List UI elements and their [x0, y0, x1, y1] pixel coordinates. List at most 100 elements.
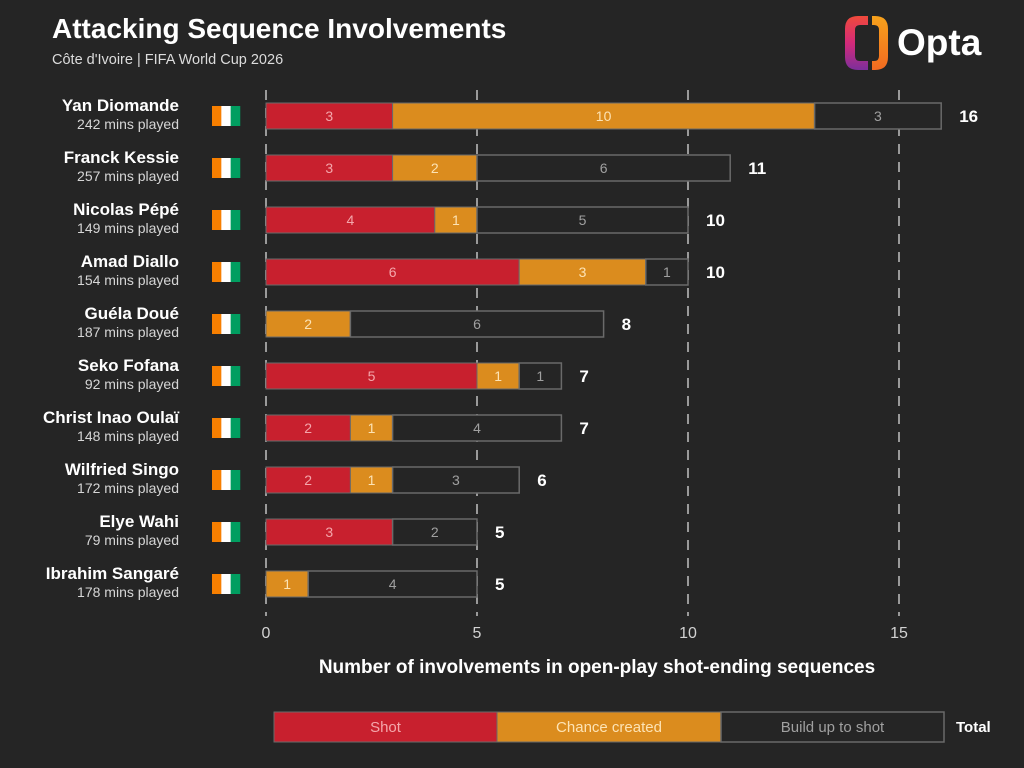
- bar-value-label: 6: [473, 316, 481, 332]
- cote-divoire-flag-icon: [212, 574, 241, 594]
- flag-stripe: [230, 262, 241, 282]
- bar-segment-build-up: [391, 518, 478, 546]
- player-minutes: 148 mins played: [77, 428, 179, 444]
- bar-segment-chance-created: [265, 570, 309, 598]
- flag-stripe: [230, 470, 241, 490]
- legend-swatch-shot: [273, 711, 498, 743]
- bar-value-label: 1: [536, 368, 544, 384]
- legend-label-chance-created: Chance created: [556, 719, 662, 736]
- flag-stripe: [221, 574, 231, 594]
- bar-segment-shot: [265, 362, 478, 390]
- x-tick-label: 5: [473, 625, 482, 642]
- cote-divoire-flag-icon: [212, 470, 241, 490]
- bar-segment-shot: [265, 206, 436, 234]
- cote-divoire-flag-icon: [212, 210, 241, 230]
- bar-segment-shot: [265, 102, 394, 130]
- bar-segment-shot: [265, 258, 520, 286]
- flag-stripe: [230, 574, 241, 594]
- flag-stripe: [212, 158, 222, 178]
- player-minutes: 154 mins played: [77, 272, 179, 288]
- flag-stripe: [212, 210, 222, 230]
- flag-stripe: [212, 470, 222, 490]
- opta-logo-left-piece: [845, 16, 868, 70]
- bar-value-label: 2: [304, 472, 312, 488]
- bar-value-label: 4: [389, 576, 397, 592]
- player-name: Elye Wahi: [99, 512, 179, 531]
- flag-stripe: [221, 366, 231, 386]
- bar-value-label: 1: [368, 472, 376, 488]
- flag-stripe: [212, 262, 222, 282]
- flag-stripe: [221, 158, 231, 178]
- flag-stripe: [230, 210, 241, 230]
- cote-divoire-flag-icon: [212, 262, 241, 282]
- bar-segment-build-up: [476, 206, 689, 234]
- cote-divoire-flag-icon: [212, 106, 241, 126]
- bar-segment-chance-created: [392, 154, 478, 182]
- bar-value-label: 3: [325, 524, 333, 540]
- total-value: 8: [622, 315, 631, 334]
- x-tick-label: 10: [679, 625, 697, 642]
- bar-segment-chance-created: [476, 362, 520, 390]
- legend-swatch-chance-created: [496, 711, 722, 743]
- flag-stripe: [230, 106, 241, 126]
- flag-stripe: [212, 574, 222, 594]
- flag-stripe: [212, 522, 222, 542]
- bar-segment-shot: [265, 466, 351, 494]
- legend: Shot Chance created Build up to shot Tot…: [273, 711, 991, 743]
- x-axis-title: Number of involvements in open-play shot…: [319, 657, 875, 678]
- bar-value-label: 3: [325, 108, 333, 124]
- bar-value-label: 3: [452, 472, 460, 488]
- bar-value-label: 2: [304, 420, 312, 436]
- player-minutes: 187 mins played: [77, 324, 179, 340]
- flag-stripe: [221, 314, 231, 334]
- flag-stripe: [230, 522, 241, 542]
- opta-logo: Opta: [845, 16, 982, 70]
- bar-segment-build-up: [476, 154, 731, 182]
- flag-stripe: [212, 314, 222, 334]
- bar-value-label: 1: [452, 212, 460, 228]
- x-axis-ticks: 0 5 10 15: [262, 625, 908, 642]
- player-minutes: 92 mins played: [85, 376, 179, 392]
- player-minutes: 79 mins played: [85, 532, 179, 548]
- bar-value-label: 4: [347, 212, 355, 228]
- legend-label-shot: Shot: [370, 719, 402, 736]
- player-minutes: 242 mins played: [77, 116, 179, 132]
- legend-swatch-build-up: [720, 711, 945, 743]
- legend-label-build-up: Build up to shot: [781, 719, 885, 736]
- total-value: 6: [537, 471, 546, 490]
- bar-value-label: 3: [874, 108, 882, 124]
- bar-value-label: 5: [368, 368, 376, 384]
- bar-value-label: 3: [579, 264, 587, 280]
- total-value: 11: [748, 159, 766, 178]
- bar-value-label: 5: [579, 212, 587, 228]
- bar-value-label: 6: [389, 264, 397, 280]
- bar-segment-chance-created: [349, 414, 394, 442]
- player-name: Yan Diomande: [62, 96, 179, 115]
- total-value: 5: [495, 575, 504, 594]
- player-minutes: 172 mins played: [77, 480, 179, 496]
- flag-stripe: [212, 106, 222, 126]
- bar-segment-chance-created: [349, 466, 394, 494]
- bar-value-label: 3: [325, 160, 333, 176]
- player-minutes: 257 mins played: [77, 168, 179, 184]
- bar-value-label: 1: [494, 368, 502, 384]
- flag-stripe: [230, 314, 241, 334]
- cote-divoire-flag-icon: [212, 366, 241, 386]
- player-name: Franck Kessie: [64, 148, 179, 167]
- flag-stripe: [230, 418, 241, 438]
- total-value: 10: [706, 211, 725, 230]
- opta-logo-icon: [845, 16, 888, 70]
- player-minutes: 149 mins played: [77, 220, 179, 236]
- bar-segment-build-up: [307, 570, 478, 598]
- opta-logo-right-piece: [872, 16, 888, 70]
- cote-divoire-flag-icon: [212, 418, 241, 438]
- flag-stripe: [230, 366, 241, 386]
